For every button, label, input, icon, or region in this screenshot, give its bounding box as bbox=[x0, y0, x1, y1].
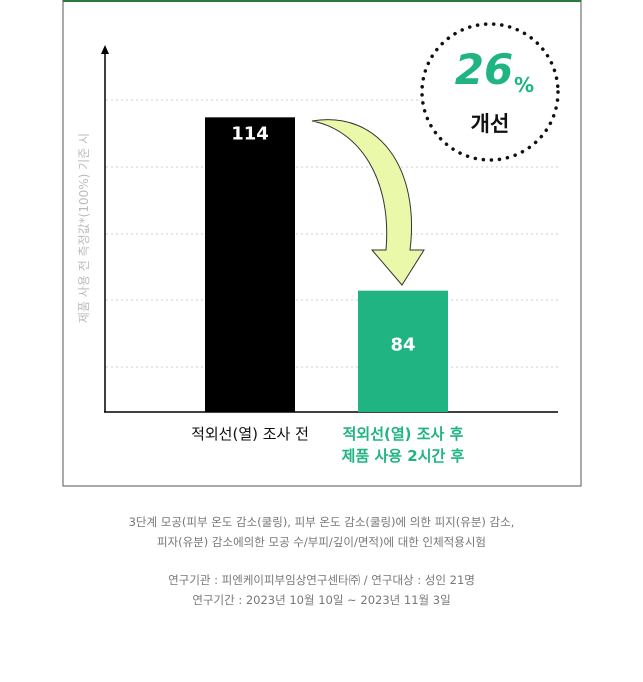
x-tick-label: 적외선(열) 조사 전 bbox=[191, 425, 309, 443]
badge-label: 개선 bbox=[471, 112, 510, 136]
badge-circle bbox=[420, 22, 560, 162]
chart: 제품 사용 전 측정값*(100%) 기준 시 26 % 개선 114 84 bbox=[62, 0, 582, 487]
value-label: 84 bbox=[390, 335, 415, 356]
y-axis-label: 제품 사용 전 측정값*(100%) 기준 시 bbox=[77, 133, 91, 323]
bar bbox=[358, 290, 448, 412]
frame bbox=[62, 0, 582, 487]
x-tick-label: 적외선(열) 조사 후 제품 사용 2시간 후 bbox=[341, 425, 465, 465]
arrow bbox=[311, 119, 425, 286]
footnote: 연구기간 : 2023년 10월 10일 ~ 2023년 11월 3일 bbox=[192, 593, 451, 607]
bar bbox=[205, 117, 295, 412]
grid bbox=[106, 99, 560, 368]
footnote: 피자(유분) 감소에의한 모공 수/부피/깊이/면적)에 대한 인체적용시험 bbox=[156, 535, 487, 549]
y-axis-arrow bbox=[101, 45, 109, 54]
footnote: 연구기관 : 피엔케이피부임상연구센타㈜ / 연구대상 : 성인 21명 bbox=[168, 573, 475, 587]
badge-number: 26 bbox=[455, 45, 513, 94]
footnote: 3단계 모공(피부 온도 감소(쿨링), 피부 온도 감소(쿨링)에 의한 피지… bbox=[128, 515, 515, 529]
value-label: 114 bbox=[231, 123, 269, 144]
badge-unit: % bbox=[514, 73, 534, 97]
